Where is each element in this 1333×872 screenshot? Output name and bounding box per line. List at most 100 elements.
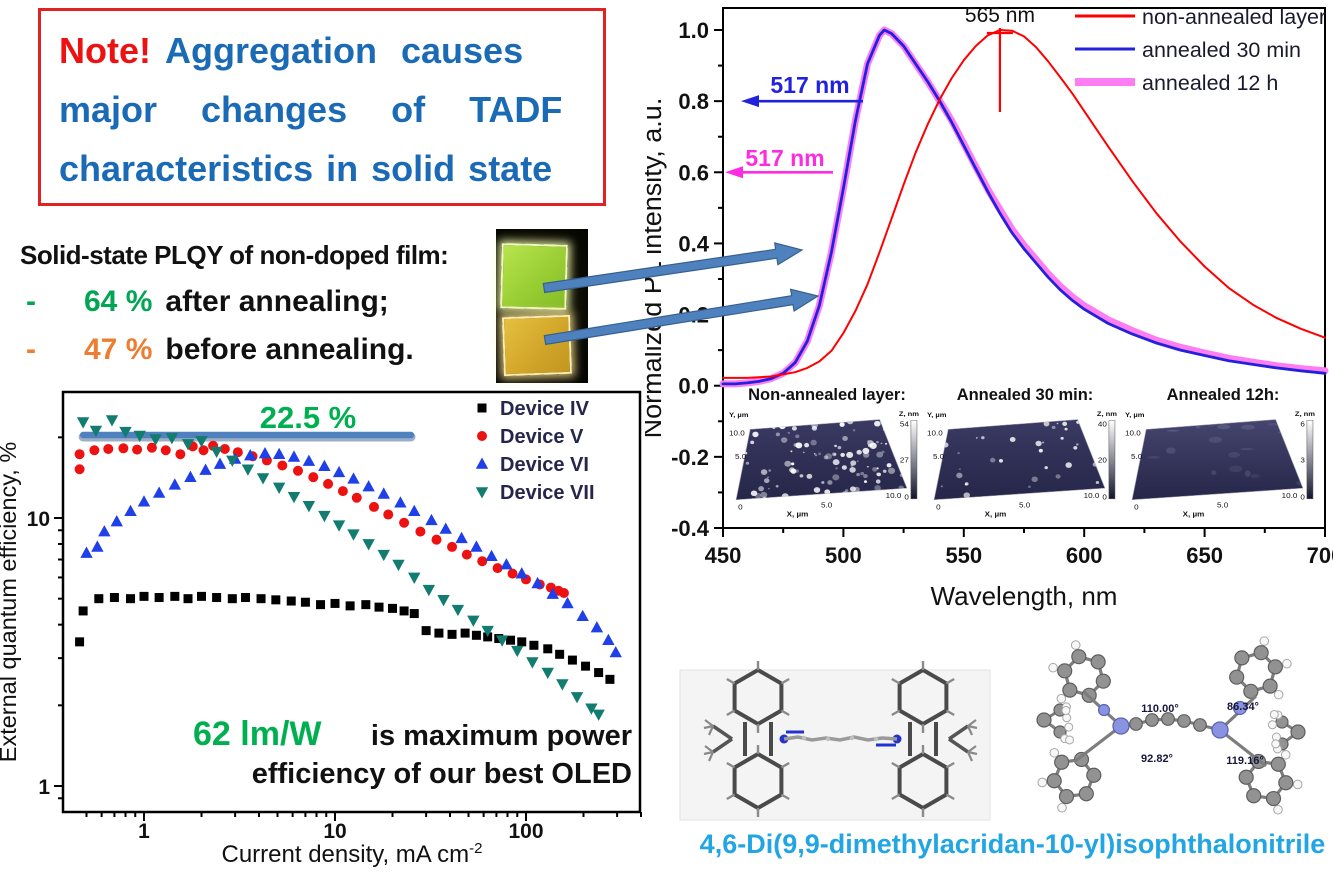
afm-surface-image: Z, nm 54 27 0 Y, µm 10.0 5.0 0 X, µm 5.0 10.0 — [729, 410, 919, 518]
carbon-atom — [1265, 790, 1282, 807]
afm-inset-1: Annealed 30 min: Z, nm 40 20 0 Y, µm 10.0 5.0 0 X… — [926, 386, 1124, 526]
carbon-ring — [1048, 640, 1111, 704]
afm-z-tick: 54 — [900, 420, 910, 428]
hydrogen-atom — [1057, 802, 1067, 813]
pl-x-tick: 600 — [1066, 543, 1103, 568]
note-line-3: characteristics in solid state — [59, 148, 553, 189]
afm-x-tick: 5.0 — [821, 501, 832, 509]
eqe-series-device-iv — [75, 591, 615, 684]
afm-y-tick: 10.0 — [729, 429, 745, 437]
eqe-legend-label: Device V — [500, 426, 584, 448]
bond-angle-label: 86.34° — [1227, 701, 1259, 713]
afm-inset-2: Annealed 12h: Z, nm 6 3 0 Y, µm 10.0 5.0 0 X, µm 5… — [1124, 386, 1322, 526]
pl-series-0 — [722, 29, 1326, 379]
pl-y-tick: -0.4 — [671, 516, 710, 541]
afm-inset-title: Non-annealed layer: — [748, 386, 906, 404]
carbon-atom — [1046, 773, 1062, 789]
note-prefix: Note! — [59, 30, 151, 71]
carbon-atom — [1229, 669, 1245, 685]
plqy-block: Solid-state PLQY of non-doped film: - 64 … — [20, 240, 495, 367]
afm-x-tick: 0 — [936, 503, 940, 511]
afm-x-tick: 0 — [1134, 503, 1138, 511]
eqe-annotation-power-eff-text2: efficiency of our best OLED — [252, 758, 632, 790]
plqy-value: 47 % — [84, 333, 153, 366]
pl-x-tick: 650 — [1186, 543, 1223, 568]
eqe-series-device-vi — [80, 447, 622, 658]
afm-z-label: Z, nm — [1097, 410, 1117, 417]
hydrogen-atom — [1259, 636, 1270, 646]
hydrogen-atom — [1271, 739, 1281, 749]
hydrogen-atom — [1037, 777, 1048, 788]
plqy-text: before annealing. — [165, 333, 414, 366]
pl-y-tick: 0.8 — [678, 89, 709, 114]
plqy-value: 64 % — [84, 285, 153, 318]
hydrogen-atom — [1061, 705, 1071, 715]
pl-x-tick: 700 — [1307, 543, 1333, 568]
afm-x-tick: 10.0 — [1282, 491, 1298, 499]
afm-x-tick: 5.0 — [1217, 501, 1228, 509]
afm-y-tick: 10.0 — [927, 429, 943, 437]
afm-x-tick: 0 — [738, 503, 742, 511]
carbon-atom — [1054, 754, 1070, 770]
afm-z-tick: 0 — [1102, 493, 1106, 501]
carbon-atom — [1234, 650, 1250, 666]
note-line-1-text: Aggregation causes — [165, 30, 524, 71]
eqe-annotation-max-eqe: 22.5 % — [260, 400, 357, 435]
carbon-atom — [1278, 775, 1294, 791]
pl-x-tick: 450 — [705, 543, 742, 568]
eqe-annotation-power-eff-value: 62 lm/W — [193, 715, 322, 753]
bullet-dash: - — [26, 333, 36, 366]
note-box: Note! Aggregation causes major changes of… — [38, 8, 606, 206]
pl-annotation-517nm-blue: 517 nm — [770, 72, 849, 98]
carbon-atom — [1177, 714, 1191, 728]
carbon-atom — [1071, 649, 1087, 665]
hydrogen-atom — [1269, 709, 1279, 719]
afm-z-tick: 40 — [1098, 420, 1107, 428]
pl-x-tick: 550 — [945, 543, 982, 568]
afm-insets: Non-annealed layer: Z, nm 54 27 0 Y, µm 10.0 5.… — [728, 386, 1324, 526]
carbon-atom — [1057, 663, 1073, 679]
afm-y-tick: 5.0 — [735, 452, 746, 460]
eqe-y-tick: 1 — [38, 776, 50, 799]
non-annealed-film-image — [501, 314, 573, 377]
carbon-ring — [1037, 747, 1102, 813]
afm-surface-image: Z, nm 40 20 0 Y, µm 10.0 5.0 0 X, µm 5.0 10.0 — [927, 410, 1117, 518]
carbon-atom — [1193, 718, 1207, 732]
nitrogen-atom — [1211, 721, 1229, 739]
note-line-1: Note! Aggregation causes — [59, 21, 585, 80]
eqe-chart: 1 10 100 Current density, mA cm-2 1 10 Externa… — [0, 390, 642, 868]
afm-x-tick: 5.0 — [1019, 501, 1030, 509]
note-line-2: major changes of TADF — [59, 89, 563, 130]
eqe-x-tick: 10 — [323, 820, 346, 843]
plqy-item-before-annealing: - 47 % before annealing. — [20, 333, 495, 367]
nitrogen-atom — [1112, 717, 1130, 735]
afm-y-tick: 5.0 — [1131, 452, 1142, 460]
afm-surface-image: Z, nm 6 3 0 Y, µm 10.0 5.0 0 X, µm 5.0 10.0 — [1125, 410, 1315, 518]
afm-z-tick: 0 — [1300, 493, 1304, 501]
pl-x-tick: 500 — [825, 543, 862, 568]
hydrogen-atom — [1070, 640, 1081, 650]
afm-z-tick: 6 — [1300, 420, 1304, 428]
afm-inset-0: Non-annealed layer: Z, nm 54 27 0 Y, µm 10.0 5.… — [728, 386, 926, 526]
carbon-atom — [1161, 712, 1175, 726]
afm-z-tick: 0 — [904, 493, 908, 501]
hydrogen-atom — [1056, 693, 1067, 704]
pl-legend-label: non-annealed layer — [1142, 5, 1326, 29]
nitrogen-atom — [1232, 700, 1248, 716]
eqe-x-label: Current density, mA cm-2 — [222, 840, 483, 868]
carbon-ring — [1229, 636, 1292, 700]
pl-x-label: Wavelength, nm — [931, 581, 1118, 611]
molecule-caption: 4,6-Di(9,9-dimethylacridan-10-yl)isophth… — [699, 829, 1326, 859]
carbon-atom — [1246, 788, 1262, 804]
bullet-dash: - — [26, 285, 36, 318]
carbon-atom — [1062, 682, 1078, 698]
hydrogen-atom — [1049, 747, 1060, 758]
afm-inset-title: Annealed 30 min: — [956, 386, 1094, 404]
hydrogen-atom — [1273, 804, 1283, 815]
molecule-ball-stick-model: 110.00° 86.34° 92.82° 119.16° — [1036, 636, 1306, 815]
carbon-atom — [1095, 673, 1111, 689]
carbon-atom — [1262, 678, 1278, 694]
pl-y-tick: 1.0 — [678, 18, 709, 43]
hydrogen-atom — [1292, 779, 1303, 790]
pl-y-tick: 0.2 — [678, 303, 709, 328]
